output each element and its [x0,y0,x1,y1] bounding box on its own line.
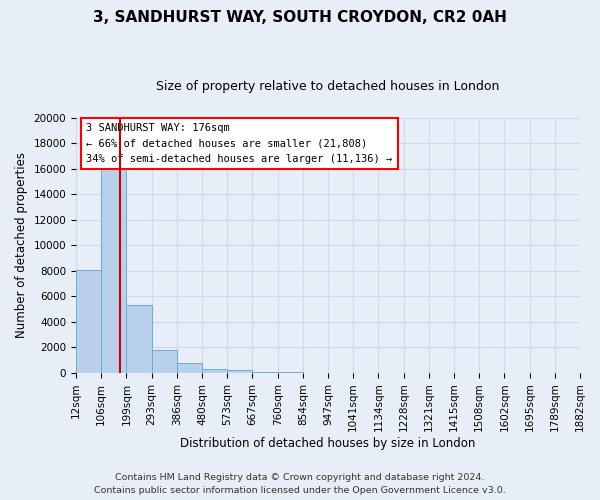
Y-axis label: Number of detached properties: Number of detached properties [15,152,28,338]
Title: Size of property relative to detached houses in London: Size of property relative to detached ho… [157,80,500,93]
Text: Contains HM Land Registry data © Crown copyright and database right 2024.
Contai: Contains HM Land Registry data © Crown c… [94,474,506,495]
Bar [152,350,177,373]
Text: 3, SANDHURST WAY, SOUTH CROYDON, CR2 0AH: 3, SANDHURST WAY, SOUTH CROYDON, CR2 0AH [93,10,507,25]
Bar [101,162,127,373]
Bar [177,364,202,373]
Bar [253,372,278,373]
X-axis label: Distribution of detached houses by size in London: Distribution of detached houses by size … [181,437,476,450]
Bar [227,370,253,373]
Bar [76,270,101,373]
Text: 3 SANDHURST WAY: 176sqm
← 66% of detached houses are smaller (21,808)
34% of sem: 3 SANDHURST WAY: 176sqm ← 66% of detache… [86,123,392,164]
Bar [202,369,227,373]
Bar [278,372,303,373]
Bar [127,306,152,373]
